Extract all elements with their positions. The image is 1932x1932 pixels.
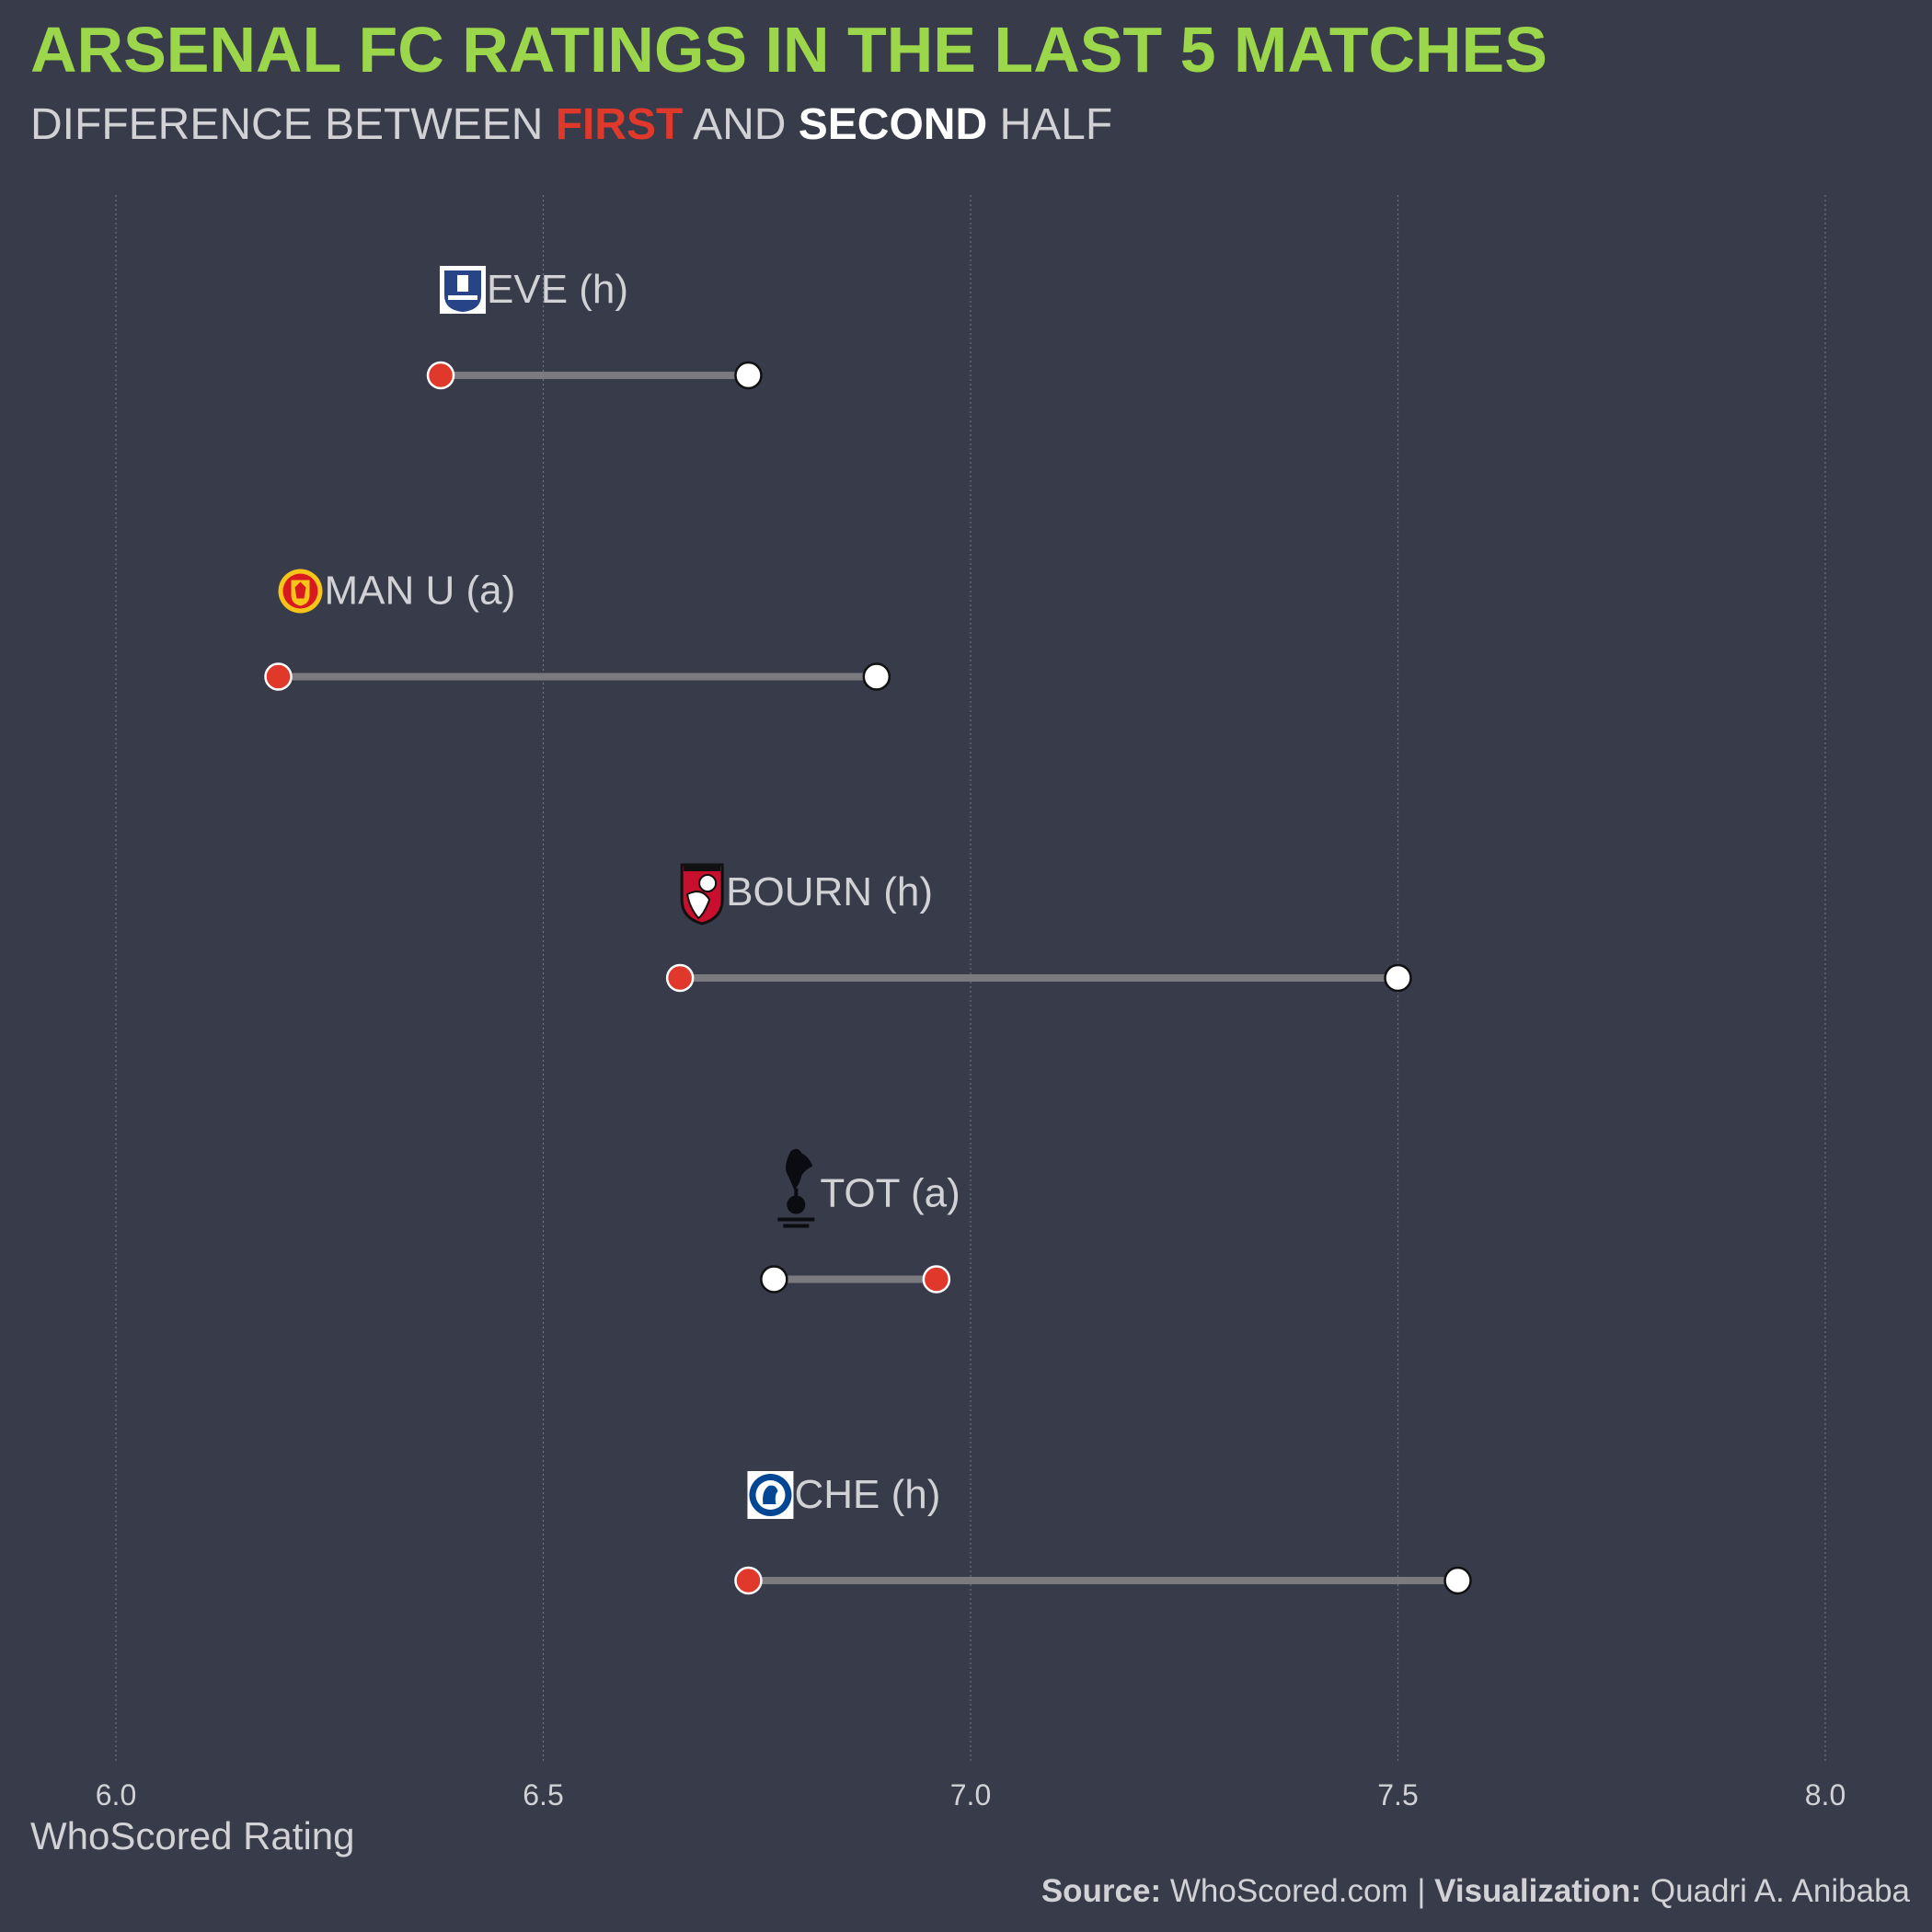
match-rows: EVE (h) MAN U (a) BOURN (h) TOT (a) CHE (h): [264, 266, 1472, 1595]
footer-credits: Source: WhoScored.com | Visualization: Q…: [1041, 1873, 1910, 1910]
match-row: MAN U (a): [264, 569, 891, 691]
x-tick-label: 8.0: [1805, 1778, 1846, 1811]
bournemouth-crest-icon: [680, 863, 724, 926]
match-row: BOURN (h): [665, 863, 1412, 993]
x-tick-label: 6.5: [523, 1778, 563, 1811]
crest-band: [684, 865, 721, 871]
crest-leg: [794, 1188, 799, 1202]
x-axis-label: WhoScored Rating: [30, 1814, 355, 1857]
second-half-dot: [1443, 1566, 1472, 1595]
second-half-dot: [1384, 963, 1412, 993]
crest-ball: [698, 874, 718, 892]
crest-devil: [294, 581, 306, 599]
match-label: TOT (a): [820, 1171, 960, 1216]
second-half-dot: [734, 361, 763, 390]
first-half-dot: [264, 662, 293, 691]
source-label: Source:: [1041, 1873, 1162, 1909]
subtitle-prefix: DIFFERENCE BETWEEN: [30, 100, 544, 149]
match-label: CHE (h): [794, 1472, 940, 1517]
everton-crest-icon: [440, 266, 487, 314]
first-half-dot: [734, 1566, 763, 1595]
match-row: TOT (a): [760, 1148, 960, 1294]
man-utd-crest-icon: [278, 569, 323, 614]
match-row: CHE (h): [734, 1471, 1472, 1595]
chelsea-crest-icon: [747, 1471, 794, 1519]
first-half-dot: [426, 361, 455, 390]
chart-subtitle: DIFFERENCE BETWEEN FIRST AND SECOND HALF: [30, 99, 1112, 150]
match-row: EVE (h): [426, 266, 763, 390]
first-half-dot: [922, 1265, 951, 1294]
first-half-dot: [665, 963, 695, 993]
visualization-value: Quadri A. Anibaba: [1650, 1873, 1910, 1909]
x-axis-ticks: 6.0 6.5 7.0 7.5 8.0: [96, 1778, 1846, 1811]
match-label: MAN U (a): [325, 569, 516, 614]
subtitle-suffix: HALF: [999, 100, 1113, 149]
tottenham-crest-icon: [777, 1148, 815, 1228]
x-tick-label: 7.0: [950, 1778, 991, 1811]
crest-wordmark-2: [783, 1224, 810, 1228]
subtitle-and: AND: [693, 100, 787, 149]
crest-head: [686, 891, 711, 920]
footer-separator: |: [1417, 1873, 1426, 1909]
second-half-dot: [760, 1265, 788, 1294]
visualization-label: Visualization:: [1434, 1873, 1642, 1909]
match-label: EVE (h): [487, 267, 628, 312]
match-label: BOURN (h): [726, 869, 933, 914]
x-tick-label: 6.0: [96, 1778, 136, 1811]
chart-title: ARSENAL FC RATINGS IN THE LAST 5 MATCHES: [30, 14, 1547, 86]
crest-lion: [763, 1485, 778, 1504]
crest-tower: [457, 275, 469, 292]
crest-wordmark-1: [777, 1217, 815, 1222]
crest-ball: [787, 1195, 806, 1214]
subtitle-second-half: SECOND: [798, 100, 988, 149]
source-value: WhoScored.com: [1169, 1873, 1409, 1909]
crest-cockerel: [785, 1148, 813, 1190]
second-half-dot: [862, 662, 891, 691]
crest-banner: [448, 295, 478, 300]
x-tick-label: 7.5: [1377, 1778, 1418, 1811]
subtitle-first-half: FIRST: [555, 100, 684, 149]
